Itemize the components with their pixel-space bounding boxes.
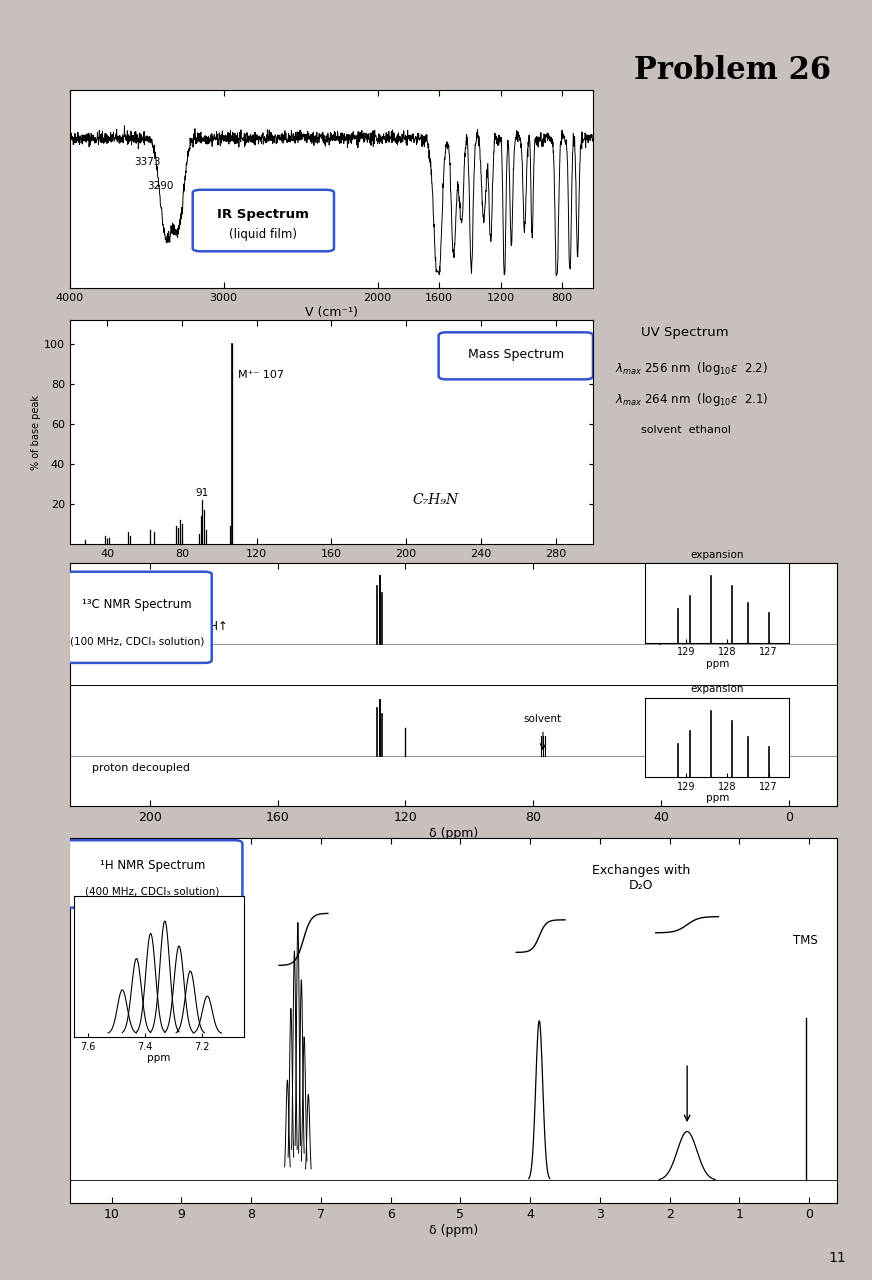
X-axis label: ppm: ppm	[705, 659, 729, 669]
Text: Exchanges with
D₂O: Exchanges with D₂O	[592, 864, 691, 892]
X-axis label: ppm: ppm	[147, 1053, 171, 1064]
FancyBboxPatch shape	[193, 189, 334, 251]
Text: Problem 26: Problem 26	[634, 55, 831, 86]
Text: 11: 11	[828, 1251, 846, 1265]
Text: expansion: expansion	[691, 685, 744, 695]
FancyBboxPatch shape	[62, 572, 212, 663]
Text: 3290: 3290	[147, 180, 174, 191]
Text: DEPT  CH₃↓ CH₂↓ CH↑: DEPT CH₃↓ CH₂↓ CH↑	[92, 620, 228, 634]
Text: expansion: expansion	[145, 936, 201, 946]
Text: ¹³C NMR Spectrum: ¹³C NMR Spectrum	[83, 598, 192, 611]
Text: $\lambda_{max}$ 264 nm  (log$_{10}$$\varepsilon$  2.1): $\lambda_{max}$ 264 nm (log$_{10}$$\vare…	[615, 390, 768, 408]
Text: M⁺⁻ 107: M⁺⁻ 107	[238, 370, 284, 380]
Text: % of base peak: % of base peak	[31, 394, 41, 470]
Text: UV Spectrum: UV Spectrum	[641, 326, 728, 339]
Text: (liquid film): (liquid film)	[229, 228, 297, 241]
Text: proton decoupled: proton decoupled	[92, 763, 190, 773]
Text: C₇H₉N: C₇H₉N	[413, 493, 459, 507]
Text: solvent: solvent	[524, 714, 562, 724]
Text: 91: 91	[196, 488, 209, 498]
Text: 3373: 3373	[134, 157, 161, 166]
X-axis label: δ (ppm): δ (ppm)	[429, 827, 478, 840]
Text: ¹H NMR Spectrum: ¹H NMR Spectrum	[100, 859, 205, 872]
Text: $\lambda_{max}$ 256 nm  (log$_{10}$$\varepsilon$  2.2): $\lambda_{max}$ 256 nm (log$_{10}$$\vare…	[615, 360, 767, 378]
Text: (100 MHz, CDCl₃ solution): (100 MHz, CDCl₃ solution)	[70, 636, 204, 646]
Text: IR Spectrum: IR Spectrum	[217, 209, 310, 221]
X-axis label: δ (ppm): δ (ppm)	[429, 1224, 478, 1236]
X-axis label: V (cm⁻¹): V (cm⁻¹)	[305, 306, 358, 319]
X-axis label: ppm: ppm	[705, 794, 729, 804]
Text: solvent  ethanol: solvent ethanol	[641, 425, 731, 435]
X-axis label: m/e: m/e	[319, 562, 344, 575]
FancyBboxPatch shape	[439, 333, 593, 379]
Text: Mass Spectrum: Mass Spectrum	[468, 348, 564, 361]
Text: (400 MHz, CDCl₃ solution): (400 MHz, CDCl₃ solution)	[85, 886, 220, 896]
Text: expansion: expansion	[691, 550, 744, 561]
Text: TMS: TMS	[794, 934, 818, 947]
FancyBboxPatch shape	[62, 840, 242, 908]
